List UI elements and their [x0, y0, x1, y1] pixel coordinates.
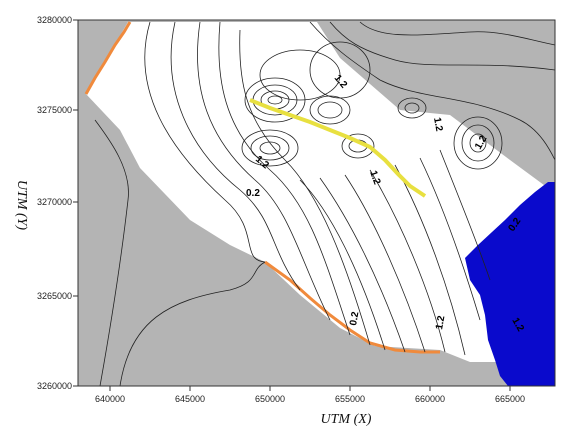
- plot-frame: [77, 19, 556, 387]
- y-tick-label: 3260000: [37, 381, 72, 391]
- yellow-feature-line: [249, 98, 427, 198]
- contour-label: 1.2: [367, 169, 382, 186]
- y-axis: 3260000 3265000 3270000 3275000 3280000 …: [14, 15, 78, 391]
- contour-label: 1.2: [434, 314, 447, 330]
- contour-label: 1.2: [431, 117, 444, 133]
- x-tick-label: 650000: [255, 394, 285, 404]
- x-tick-label: 660000: [415, 394, 445, 404]
- x-tick-label: 640000: [95, 394, 125, 404]
- model-domain-white: [86, 22, 548, 362]
- blue-region: [465, 182, 555, 386]
- coastline-upper-left: [84, 21, 132, 95]
- y-tick-label: 3275000: [37, 105, 72, 115]
- x-tick-label: 655000: [335, 394, 365, 404]
- y-tick-label: 3280000: [37, 15, 72, 25]
- x-axis: 640000 645000 650000 655000 660000 66500…: [95, 386, 525, 427]
- x-tick-label: 665000: [495, 394, 525, 404]
- y-axis-title: UTM (Y): [14, 180, 29, 231]
- contour-label: 0.2: [348, 310, 361, 326]
- contour-lines: [94, 21, 556, 387]
- x-axis-title: UTM (X): [321, 412, 372, 427]
- y-tick-label: 3265000: [37, 291, 72, 301]
- contour-label: 0.2: [246, 188, 260, 199]
- y-tick-label: 3270000: [37, 197, 72, 207]
- x-tick-label: 645000: [175, 394, 205, 404]
